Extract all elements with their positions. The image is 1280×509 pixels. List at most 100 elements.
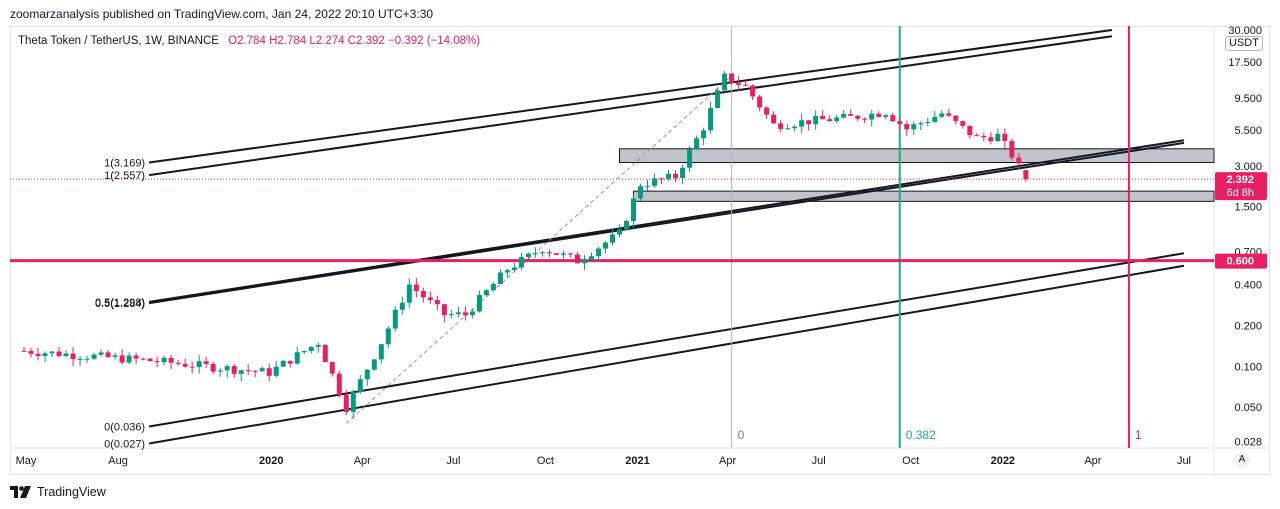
candle-body: [546, 252, 552, 254]
footer-brand[interactable]: TradingView: [10, 485, 106, 499]
candle-body: [49, 351, 55, 354]
price-chart[interactable]: 1(3.169)1(2.557) 0.5(1.298)0.5(1.284) 0(0.…: [10, 26, 1270, 475]
price-tag-sub-1: 6d 8h: [1226, 187, 1254, 199]
candle-body: [175, 362, 181, 364]
channel-line-3: [148, 252, 1185, 428]
channel-label-2: 1(2.557): [104, 170, 145, 182]
candle-body: [687, 149, 693, 168]
candle-body: [112, 355, 118, 357]
candle-body: [203, 361, 209, 364]
candle-body: [434, 299, 440, 305]
candle-body: [946, 113, 952, 116]
candle-body: [918, 123, 924, 125]
candle-body: [645, 185, 651, 187]
candle-body: [21, 350, 27, 352]
candle-body: [427, 297, 433, 300]
candle-body: [862, 118, 868, 120]
currency-badge[interactable]: USDT: [1225, 36, 1263, 51]
zone-box-2: [633, 190, 1215, 202]
candle-body: [343, 394, 349, 412]
candle-body: [939, 113, 945, 117]
channel-line-1: [148, 29, 1113, 164]
price-tick-label: 17.500: [1228, 57, 1262, 69]
time-tick-label: Jul: [812, 455, 826, 467]
candle-body: [995, 133, 1001, 142]
symbol-name[interactable]: Theta Token / TetherUS, 1W, BINANCE: [18, 35, 219, 47]
time-fib-label-2: 0.382: [906, 428, 936, 442]
chart-frame: [10, 26, 1270, 475]
price-tag-1: [1215, 172, 1267, 201]
time-fib-label-1: 0: [738, 428, 745, 442]
candle-body: [631, 198, 637, 222]
candle-body: [350, 391, 356, 412]
candle-body: [638, 186, 644, 199]
candle-body: [981, 135, 987, 138]
candle-body: [673, 173, 679, 179]
candle-body: [371, 359, 377, 370]
candle-body: [743, 84, 749, 86]
candle-body: [273, 366, 279, 376]
candle-body: [890, 115, 896, 122]
candle-body: [722, 73, 728, 91]
price-tick-label: 1.500: [1234, 202, 1262, 214]
candle-body: [511, 267, 517, 271]
candle-body: [652, 178, 658, 186]
candle-body: [217, 370, 223, 372]
candle-body: [70, 353, 76, 360]
candle-body: [925, 121, 931, 124]
price-tag-label-1: 2.392: [1226, 174, 1254, 186]
candle-body: [659, 178, 665, 180]
candle-body: [91, 354, 97, 359]
channel-label-6: 0(0.027): [104, 438, 145, 450]
candle-body: [406, 284, 412, 303]
candle-body: [98, 352, 104, 355]
candle-body: [462, 312, 468, 316]
candle-body: [897, 121, 903, 125]
time-tick-label: Apr: [1084, 455, 1101, 467]
candle-body: [315, 344, 321, 347]
candle-body: [287, 360, 293, 364]
candle-body: [84, 358, 90, 360]
candle-body: [932, 116, 938, 122]
candle-body: [666, 173, 672, 179]
candle-body: [701, 130, 707, 139]
publisher-line: zoomarzanalysis published on TradingView…: [10, 7, 434, 21]
price-tick-label: 30.000: [1228, 26, 1262, 37]
candle-body: [469, 311, 475, 316]
auto-scale-button[interactable]: A: [1234, 452, 1250, 468]
price-tick-label: 9.500: [1234, 93, 1262, 105]
candle-body: [231, 366, 237, 374]
candle-body: [1002, 133, 1008, 142]
candle-body: [154, 361, 160, 363]
candle-body: [848, 114, 854, 116]
ohlc-high: H2.784: [269, 35, 307, 47]
candle-body: [988, 137, 994, 142]
candle-body: [764, 107, 770, 115]
candle-body: [301, 351, 307, 353]
candle-body: [560, 253, 566, 255]
candle-body: [266, 368, 272, 376]
candle-body: [133, 355, 139, 359]
time-tick-label: Aug: [108, 455, 128, 467]
channel-line-4: [148, 264, 1185, 445]
candle-body: [105, 352, 111, 357]
candle-body: [869, 113, 875, 120]
price-tick-label: 0.200: [1234, 320, 1262, 332]
candle-body: [911, 124, 917, 130]
channel-line-5: [148, 139, 1185, 303]
candle-body: [694, 138, 700, 150]
candle-body: [189, 366, 195, 368]
candle-body: [385, 328, 391, 345]
candle-body: [483, 290, 489, 296]
candle-body: [357, 379, 363, 392]
candle-body: [455, 312, 461, 315]
candle-body: [252, 370, 258, 372]
zone-box-1: [619, 148, 1215, 164]
candle-body: [785, 128, 791, 130]
candle-body: [729, 73, 735, 83]
candle-body: [378, 344, 384, 360]
candle-body: [329, 362, 335, 374]
candle-body: [602, 242, 608, 249]
candle-body: [119, 355, 125, 363]
candle-body: [1023, 170, 1029, 180]
